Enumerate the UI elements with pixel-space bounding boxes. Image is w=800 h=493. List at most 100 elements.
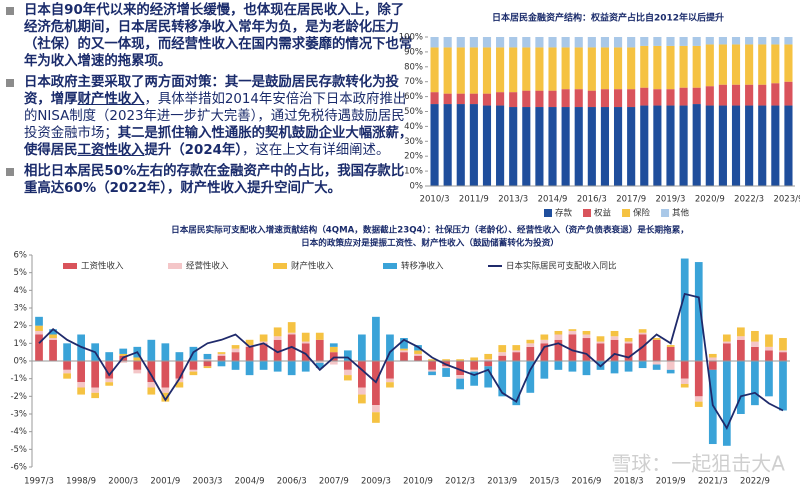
y-tick-label: 20% xyxy=(404,152,423,162)
bar-segment xyxy=(526,339,535,344)
bar-segment xyxy=(343,361,352,370)
line-series xyxy=(38,292,784,431)
bar-segment xyxy=(189,369,198,372)
bar-segment xyxy=(694,361,703,397)
bar-segment xyxy=(443,93,452,105)
x-tick-label: 2003/3 xyxy=(193,477,223,487)
bar-segment xyxy=(765,361,773,397)
bar-segment xyxy=(147,382,156,388)
bar-segment xyxy=(779,350,787,353)
bar-segment xyxy=(718,84,727,106)
bar-segment xyxy=(600,89,610,108)
bar-segment xyxy=(610,336,619,340)
bullet-paragraph: 日本自90年代以来的经济增长缓慢，也体现在居民收入上，除了经济危机期间，日本居民… xyxy=(4,2,414,70)
bar-segment xyxy=(315,361,324,363)
bar-segment xyxy=(679,87,688,106)
bar-segment xyxy=(91,361,100,388)
bar-segment xyxy=(679,45,688,88)
bar-segment xyxy=(470,361,479,370)
bar-segment xyxy=(259,343,268,361)
bar-segment xyxy=(456,378,464,390)
bar-segment xyxy=(161,387,170,393)
bar-segment xyxy=(666,361,675,370)
bar-segment xyxy=(666,345,675,347)
bar-segment xyxy=(708,361,717,370)
bar-segment xyxy=(469,37,478,48)
x-tick-label: 2009/3 xyxy=(361,477,391,487)
legend-swatch xyxy=(168,263,182,269)
bar-segment xyxy=(512,361,521,406)
legend-label: 其他 xyxy=(672,208,690,219)
bar-segment xyxy=(561,47,570,90)
bar-segment xyxy=(484,353,493,360)
bar-segment xyxy=(315,332,324,340)
bar-segment xyxy=(653,37,662,46)
bar-segment xyxy=(456,375,464,379)
bar-segment xyxy=(147,387,156,395)
bar-segment xyxy=(482,93,492,106)
bar-segment xyxy=(624,338,633,342)
text-segment: 提升（2024年） xyxy=(144,143,243,158)
legend-swatch xyxy=(544,209,552,217)
bar-segment xyxy=(386,382,394,388)
bar-segment xyxy=(680,378,689,384)
bar-segment xyxy=(758,37,767,45)
bar-segment xyxy=(751,330,759,342)
bar-segment xyxy=(456,93,465,105)
legend-label: 财产性收入 xyxy=(291,261,334,272)
bar-segment xyxy=(535,90,544,108)
bar-segment xyxy=(175,378,184,383)
bar-segment xyxy=(175,361,184,379)
bar-segment xyxy=(469,93,478,105)
bar-segment xyxy=(522,107,531,186)
bar-segment xyxy=(652,364,661,370)
bar-segment xyxy=(77,361,85,383)
bar-segment xyxy=(784,105,793,186)
bar-segment xyxy=(147,339,156,361)
text-segment: 财产性收入 xyxy=(77,92,145,107)
bar-segment xyxy=(722,361,731,446)
bar-segment xyxy=(231,361,240,370)
bar-segment xyxy=(456,47,465,94)
bar-segment xyxy=(484,366,493,388)
bar-segment xyxy=(548,37,557,48)
bar-segment xyxy=(49,329,57,335)
bar-segment xyxy=(522,47,531,91)
bar-segment xyxy=(315,362,324,369)
x-tick-label: 2010/3 xyxy=(420,195,450,205)
bar-segment xyxy=(414,350,422,354)
bar-segment xyxy=(737,361,745,414)
y-tick-label: 70% xyxy=(404,77,423,87)
bar-segment xyxy=(63,369,71,374)
bar-segment xyxy=(329,361,338,365)
bar-segment xyxy=(217,352,226,354)
bar-segment xyxy=(496,105,505,186)
text-segment: ，这在上文有详细阐述。 xyxy=(242,143,390,158)
bar-segment xyxy=(758,44,767,85)
x-tick-label: 2010/9 xyxy=(403,477,433,487)
bar-segment xyxy=(273,327,282,337)
bar-segment xyxy=(582,361,591,376)
bar-segment xyxy=(245,339,254,346)
bar-segment xyxy=(49,334,57,339)
bar-segment xyxy=(692,87,701,105)
bar-segment xyxy=(522,37,531,48)
bar-segment xyxy=(456,104,465,186)
bar-segment xyxy=(287,361,296,376)
y-tick-label: 2% xyxy=(14,321,28,331)
bar-segment xyxy=(694,401,703,407)
bar-segment xyxy=(680,383,689,388)
bar-segment xyxy=(512,350,521,353)
bar-segment xyxy=(49,338,57,340)
bar-segment xyxy=(731,105,741,186)
bar-segment xyxy=(231,352,240,361)
x-tick-label: 2013/3 xyxy=(498,195,528,205)
bar-segment xyxy=(554,330,563,335)
bar-segment xyxy=(627,47,636,90)
bar-segment xyxy=(694,396,703,402)
bar-segment xyxy=(708,357,717,361)
y-tick-label: -6% xyxy=(10,463,27,473)
bar-segment xyxy=(343,375,352,381)
text-segment: 日本政府主要采取了两方面对策：其一是鼓励居民存款转化为投资，增厚 xyxy=(24,75,399,107)
bar-segment xyxy=(470,357,479,361)
